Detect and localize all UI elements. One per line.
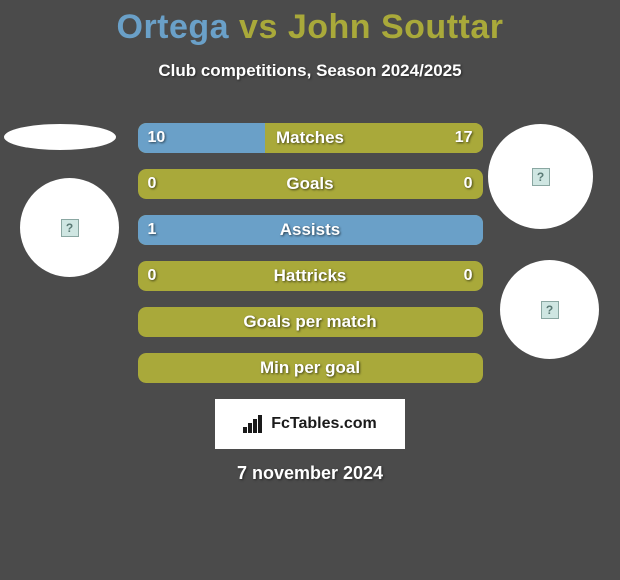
stat-value-left: 10 xyxy=(148,129,166,147)
player1-name: Ortega xyxy=(117,8,230,46)
stat-label: Goals per match xyxy=(243,312,376,332)
stat-label: Hattricks xyxy=(274,266,347,286)
subtitle: Club competitions, Season 2024/2025 xyxy=(0,61,620,81)
placeholder-icon: ? xyxy=(541,301,559,319)
stat-value-left: 1 xyxy=(148,221,157,239)
player2-name: John Souttar xyxy=(288,8,504,46)
stat-label: Goals xyxy=(286,174,333,194)
stat-value-right: 0 xyxy=(464,267,473,285)
vs-separator: vs xyxy=(239,8,278,46)
stat-label: Min per goal xyxy=(260,358,360,378)
player1-badge-circle: ? xyxy=(20,178,119,277)
stat-label: Assists xyxy=(280,220,340,240)
player2-badge-circle-top: ? xyxy=(488,124,593,229)
stat-bar: 0 0 Hattricks xyxy=(138,261,483,291)
stat-value-left: 0 xyxy=(148,267,157,285)
stat-bar: 0 0 Goals xyxy=(138,169,483,199)
placeholder-icon: ? xyxy=(532,168,550,186)
brand-box: FcTables.com xyxy=(215,399,405,449)
comparison-title: Ortega vs John Souttar xyxy=(0,0,620,47)
stat-value-left: 0 xyxy=(148,175,157,193)
player2-badge-circle-bottom: ? xyxy=(500,260,599,359)
date-label: 7 november 2024 xyxy=(0,463,620,484)
stat-label: Matches xyxy=(276,128,344,148)
placeholder-icon: ? xyxy=(61,219,79,237)
brand-text: FcTables.com xyxy=(271,415,377,433)
stats-bars: 10 17 Matches 0 0 Goals 1 Assists 0 0 Hattricks Goa… xyxy=(138,123,483,383)
stat-value-right: 17 xyxy=(455,129,473,147)
stat-value-right: 0 xyxy=(464,175,473,193)
stat-bar: Goals per match xyxy=(138,307,483,337)
stat-bar: 1 Assists xyxy=(138,215,483,245)
fctables-logo-icon xyxy=(243,415,265,433)
stat-bar: Min per goal xyxy=(138,353,483,383)
decor-ellipse xyxy=(4,124,116,150)
stat-bar: 10 17 Matches xyxy=(138,123,483,153)
